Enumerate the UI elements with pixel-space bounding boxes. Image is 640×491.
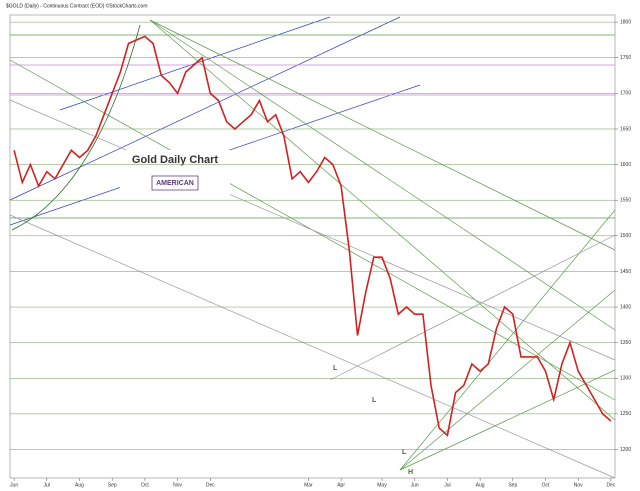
y-tick-label: 1200 xyxy=(620,447,631,453)
x-tick-label: Dec xyxy=(206,482,215,488)
y-tick-label: 1600 xyxy=(620,162,631,168)
fan-line xyxy=(9,214,616,479)
fan-line xyxy=(9,16,401,201)
x-tick-label: May xyxy=(377,482,387,488)
fan-line xyxy=(149,19,616,331)
x-tick-label: Aug xyxy=(476,482,485,488)
annotation: L xyxy=(333,365,338,372)
annotation: H xyxy=(408,469,413,476)
chart-title: Gold Daily Chart xyxy=(132,154,219,166)
y-tick-label: 1350 xyxy=(620,340,631,346)
y-tick-label: 1750 xyxy=(620,55,631,61)
price-line xyxy=(13,35,612,437)
y-tick-label: 1500 xyxy=(620,233,631,239)
x-tick-label: Sep xyxy=(508,482,517,488)
x-tick-label: Aug xyxy=(75,482,84,488)
x-tick-label: Oct xyxy=(141,482,149,488)
x-tick-label: Mar xyxy=(304,482,313,488)
x-tick-label: Nov xyxy=(173,482,182,488)
y-tick-label: 1550 xyxy=(620,198,631,204)
x-tick-label: Nov xyxy=(574,482,583,488)
fan-line xyxy=(149,19,616,421)
x-tick-label: Sep xyxy=(108,482,117,488)
fan-line xyxy=(399,289,616,471)
plot-frame xyxy=(9,14,616,479)
fan-line xyxy=(149,19,616,251)
x-tick-label: Dec xyxy=(606,482,615,488)
x-tick-label: Jul xyxy=(44,482,50,488)
fan-line xyxy=(9,99,616,361)
y-tick-label: 1450 xyxy=(620,269,631,275)
fan-line xyxy=(329,234,616,381)
y-tick-label: 1700 xyxy=(620,91,631,97)
y-tick-label: 1650 xyxy=(620,126,631,132)
x-tick-label: Jun xyxy=(411,482,419,488)
annotation: L xyxy=(402,449,407,456)
x-tick-label: Apr xyxy=(337,482,345,488)
arc-line xyxy=(11,24,141,231)
y-tick-label: 1300 xyxy=(620,376,631,382)
x-tick-label: Jun xyxy=(10,482,18,488)
x-tick-label: Jul xyxy=(444,482,450,488)
fan-line xyxy=(399,369,616,471)
y-tick-label: 1800 xyxy=(620,19,631,25)
annotation: L xyxy=(372,397,377,404)
logo-frame xyxy=(151,175,199,191)
x-tick-label: Oct xyxy=(542,482,550,488)
y-tick-label: 1250 xyxy=(620,411,631,417)
logo-text: AMERICAN xyxy=(156,180,194,187)
chart-header: $GOLD (Daily) - Continuous Contract (EOD… xyxy=(6,2,148,9)
y-tick-label: 1400 xyxy=(620,304,631,310)
